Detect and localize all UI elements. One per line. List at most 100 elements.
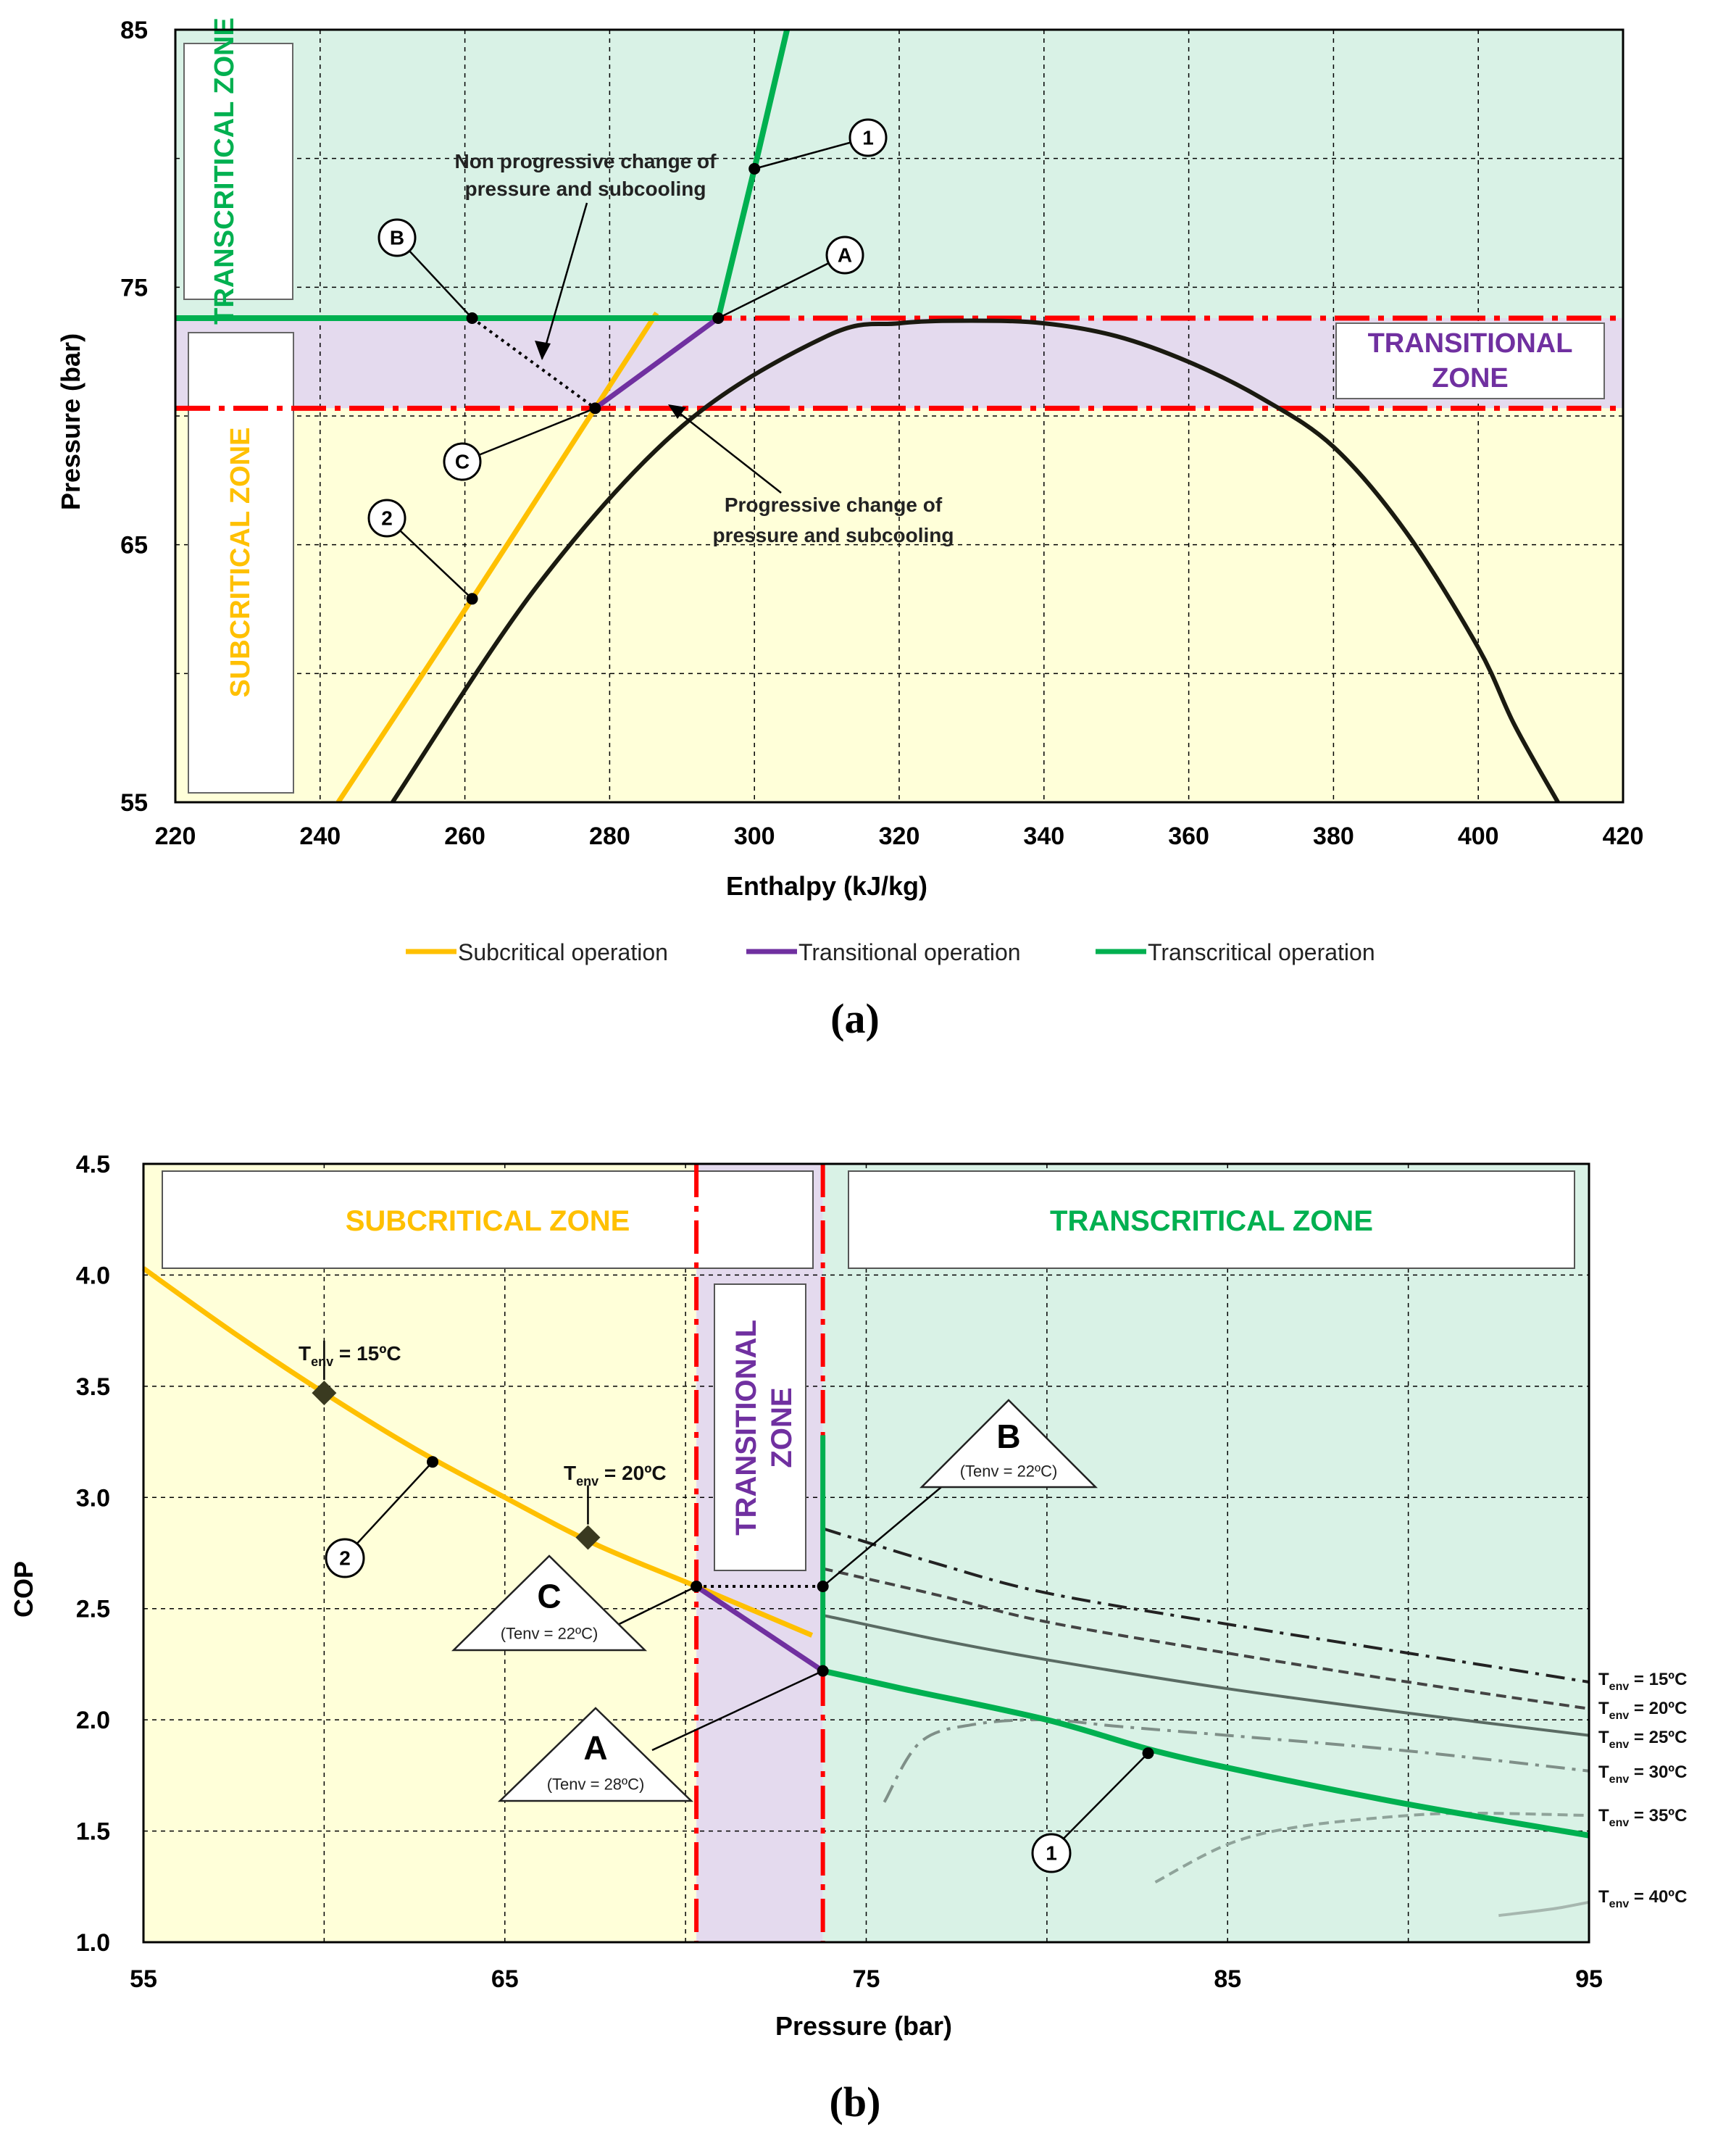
legend-label-transcritical: Transcritical operation [1148, 939, 1375, 965]
x-tick-label: 220 [155, 823, 196, 850]
transcritical-zone-label-b: TRANSCRITICAL ZONE [1050, 1205, 1373, 1237]
x-tick-label: 85 [1214, 1965, 1241, 1993]
transitional-operation-line [593, 316, 720, 411]
tenv-label-30: Tenv = 30ºC [1598, 1762, 1687, 1786]
point-a [817, 1665, 829, 1677]
plot-frame-b [142, 1162, 1590, 1944]
y-tick-label: 85 [120, 17, 148, 44]
point-b [817, 1581, 829, 1593]
x-tick-label: 240 [299, 823, 341, 850]
tenv-label-20: Tenv = 20ºC [1598, 1699, 1687, 1722]
progressive-arrowhead [668, 404, 686, 419]
tenv-right-labels: Tenv = 15ºC Tenv = 20ºC Tenv = 25ºC Tenv… [1598, 1670, 1687, 1910]
y-tick-label: 3.0 [76, 1484, 110, 1512]
callout-leader [386, 517, 473, 600]
plot-frame [174, 28, 1624, 804]
transitional-zone-label-b-2: ZONE [766, 1387, 798, 1468]
tenv-label-15: Tenv = 15ºC [1598, 1670, 1687, 1693]
y-tick-label: 4.5 [76, 1151, 110, 1178]
point-b [466, 312, 478, 324]
callout-b-triangle: B (Tenv = 22ºC) [919, 1399, 1098, 1489]
x-tick-label: 300 [734, 823, 775, 850]
transitional-zone-label-a-1: TRANSITIONAL [1368, 328, 1573, 359]
progressive-note-line2: pressure and subcooling [713, 524, 954, 546]
callout-leader [754, 136, 869, 170]
caption-b: (b) [830, 2078, 881, 2126]
callout-c: C [443, 442, 482, 481]
tenv-30-curve [883, 1718, 1590, 1803]
x-axis-label-a: Enthalpy (kJ/kg) [726, 871, 927, 901]
subcritical-zone-box: SUBCRITICAL ZONE [188, 332, 294, 794]
svg-text:1: 1 [862, 127, 874, 149]
caption-a: (a) [830, 995, 880, 1042]
non-progressive-note-line2: pressure and subcooling [465, 178, 706, 200]
x-tick-label: 280 [589, 823, 630, 850]
tenv-marker-20 [575, 1525, 601, 1550]
transcritical-zone-box: TRANSCRITICAL ZONE [183, 17, 293, 325]
grid-lines [175, 30, 1623, 802]
callout-leader [717, 254, 846, 320]
tenv-35-curve [1154, 1811, 1590, 1884]
chart-b: SUBCRITICAL ZONE TRANSCRITICAL ZONE TRAN… [9, 1151, 1687, 2126]
point-a [712, 312, 725, 324]
svg-text:(Tenv = 22ºC): (Tenv = 22ºC) [960, 1462, 1058, 1481]
chart-a: TRANSCRITICAL ZONE SUBCRITICAL ZONE TRAN… [56, 17, 1643, 1042]
non-progressive-arrow [541, 202, 588, 359]
subcritical-operation-line [335, 312, 659, 804]
svg-text:2: 2 [381, 507, 393, 530]
non-progressive-note-line1: Non progressive change of [455, 150, 717, 172]
x-tick-label: 360 [1168, 823, 1209, 850]
point-c [589, 402, 601, 415]
progressive-arrow [670, 405, 782, 494]
x-tick-label: 65 [491, 1965, 519, 1993]
progressive-note-line1: Progressive change of [725, 494, 943, 516]
point-2 [427, 1456, 438, 1468]
y-tick-label: 4.0 [76, 1262, 110, 1289]
point-2 [466, 593, 478, 605]
callout-2: 2 [325, 1538, 365, 1578]
tenv-marker-15 [312, 1381, 337, 1406]
transitional-operation-line [695, 1584, 825, 1673]
transcritical-zone-background-b [822, 1164, 1589, 1942]
callout-a: A [825, 236, 864, 275]
transitional-zone-box: TRANSITIONAL ZONE [1335, 322, 1605, 399]
tenv-label-25: Tenv = 25ºC [1598, 1728, 1687, 1751]
tenv-marker-20-label: Tenv = 20ºC [564, 1462, 667, 1489]
legend-label-subcritical: Subcritical operation [458, 939, 668, 965]
y-tick-label: 75 [120, 274, 148, 301]
transcritical-operation-line [175, 29, 791, 321]
tenv-20-curve [822, 1567, 1590, 1710]
subcritical-zone-header: SUBCRITICAL ZONE [162, 1170, 814, 1269]
callout-2: 2 [367, 499, 406, 538]
callout-c-triangle: C (Tenv = 22ºC) [451, 1554, 648, 1652]
saturation-dome-curve [391, 318, 1560, 804]
y-tick-label: 3.5 [76, 1373, 110, 1401]
y-tick-label: 2.5 [76, 1596, 110, 1623]
callout-leader [462, 407, 596, 463]
tenv-label-40: Tenv = 40ºC [1598, 1887, 1687, 1910]
point-c [691, 1581, 703, 1593]
grid-lines-b [143, 1164, 1589, 1942]
y-tick-label: 2.0 [76, 1707, 110, 1734]
svg-text:(Tenv = 22ºC): (Tenv = 22ºC) [501, 1624, 598, 1642]
svg-text:C: C [455, 451, 470, 473]
subcritical-zone-background-b [143, 1164, 697, 1942]
transcritical-zone-label-a: TRANSCRITICAL ZONE [209, 17, 240, 325]
x-axis-label-b: Pressure (bar) [775, 2011, 952, 2041]
x-tick-label: 340 [1023, 823, 1064, 850]
transcritical-zone-background [175, 30, 1623, 318]
svg-text:C: C [537, 1578, 561, 1615]
transitional-zone-label-b-1: TRANSITIONAL [730, 1320, 762, 1536]
svg-text:A: A [838, 244, 852, 267]
tenv-25-curve [822, 1613, 1590, 1737]
x-tick-label: 75 [853, 1965, 880, 1993]
callout-b: B [378, 218, 417, 257]
svg-text:B: B [996, 1418, 1020, 1455]
non-progressive-arrowhead [535, 341, 551, 360]
y-tick-label: 55 [120, 789, 148, 817]
callout-a-triangle: A (Tenv = 28ºC) [497, 1707, 694, 1802]
x-tick-label: 320 [879, 823, 920, 850]
callout-1: 1 [848, 118, 888, 157]
y-axis-label-a: Pressure (bar) [56, 333, 86, 510]
transcritical-operation-line [822, 1668, 1590, 1839]
